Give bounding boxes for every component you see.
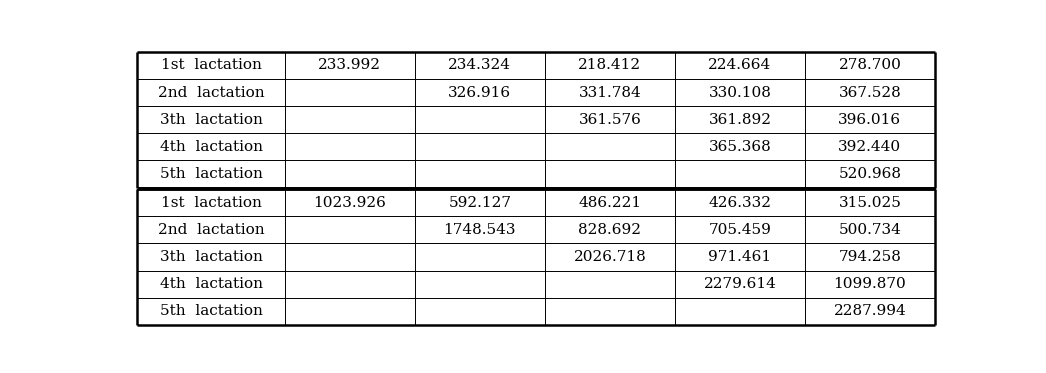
Text: 4th  lactation: 4th lactation — [160, 277, 263, 291]
Text: 5th  lactation: 5th lactation — [160, 167, 263, 181]
Text: 331.784: 331.784 — [578, 86, 641, 100]
Text: 426.332: 426.332 — [708, 196, 771, 210]
Text: 5th  lactation: 5th lactation — [160, 304, 263, 318]
Text: 828.692: 828.692 — [578, 223, 641, 237]
Text: 2287.994: 2287.994 — [834, 304, 906, 318]
Text: 4th  lactation: 4th lactation — [160, 140, 263, 154]
Text: 1748.543: 1748.543 — [444, 223, 516, 237]
Text: 361.576: 361.576 — [578, 113, 641, 127]
Text: 520.968: 520.968 — [839, 167, 902, 181]
Text: 1st  lactation: 1st lactation — [161, 196, 262, 210]
Text: 326.916: 326.916 — [449, 86, 511, 100]
Text: 396.016: 396.016 — [838, 113, 902, 127]
Text: 2279.614: 2279.614 — [704, 277, 776, 291]
Text: 705.459: 705.459 — [708, 223, 771, 237]
Text: 218.412: 218.412 — [578, 59, 641, 72]
Text: 2026.718: 2026.718 — [573, 250, 646, 264]
Text: 500.734: 500.734 — [839, 223, 902, 237]
Text: 2nd  lactation: 2nd lactation — [158, 86, 265, 100]
Text: 224.664: 224.664 — [708, 59, 772, 72]
Text: 365.368: 365.368 — [708, 140, 771, 154]
Text: 1023.926: 1023.926 — [314, 196, 386, 210]
Text: 1st  lactation: 1st lactation — [161, 59, 262, 72]
Text: 3th  lactation: 3th lactation — [160, 250, 263, 264]
Text: 2nd  lactation: 2nd lactation — [158, 223, 265, 237]
Text: 1099.870: 1099.870 — [834, 277, 906, 291]
Text: 392.440: 392.440 — [838, 140, 902, 154]
Text: 794.258: 794.258 — [839, 250, 902, 264]
Text: 486.221: 486.221 — [578, 196, 641, 210]
Text: 3th  lactation: 3th lactation — [160, 113, 263, 127]
Text: 592.127: 592.127 — [449, 196, 511, 210]
Text: 315.025: 315.025 — [839, 196, 902, 210]
Text: 367.528: 367.528 — [839, 86, 902, 100]
Text: 361.892: 361.892 — [708, 113, 771, 127]
Text: 278.700: 278.700 — [839, 59, 902, 72]
Text: 330.108: 330.108 — [708, 86, 771, 100]
Text: 234.324: 234.324 — [449, 59, 511, 72]
Text: 971.461: 971.461 — [708, 250, 772, 264]
Bar — [137, 188, 935, 189]
Text: 233.992: 233.992 — [318, 59, 382, 72]
